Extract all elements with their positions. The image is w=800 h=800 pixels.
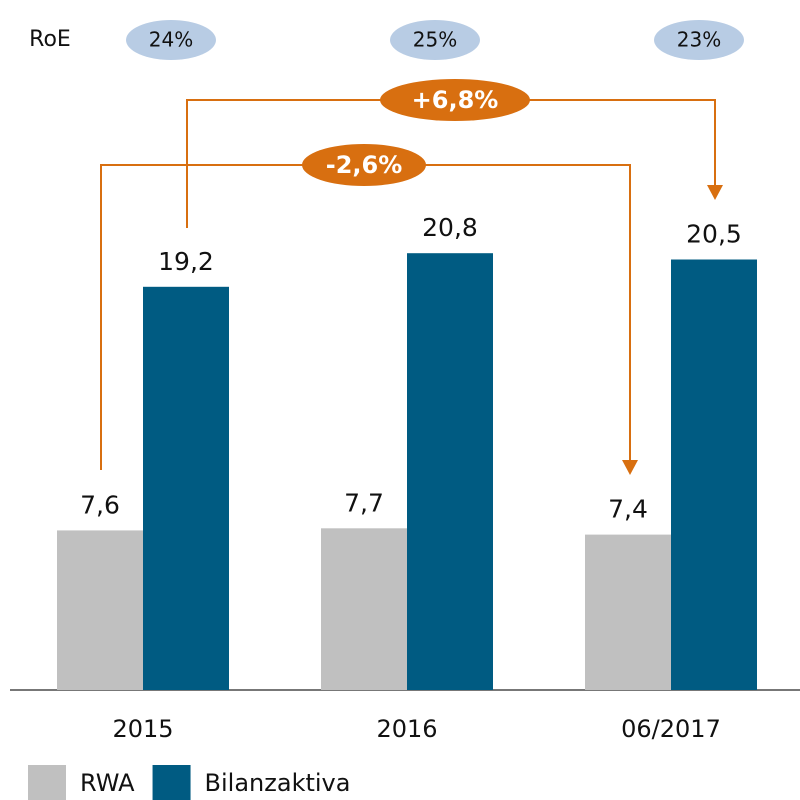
roe-value: 23% bbox=[677, 28, 721, 52]
annotation: -2,6% bbox=[326, 151, 403, 179]
annotation-arrows bbox=[100, 79, 723, 475]
annotation-pill bbox=[302, 144, 426, 186]
legend-label: RWA bbox=[80, 769, 135, 797]
annotation-pill bbox=[380, 79, 530, 121]
data-label: 7,4 bbox=[608, 495, 648, 524]
x-tick-label: 2015 bbox=[112, 715, 173, 743]
x-tick-label: 2016 bbox=[376, 715, 437, 743]
arrow-head bbox=[707, 185, 723, 200]
roe-bubble bbox=[390, 20, 480, 60]
data-label: 20,5 bbox=[686, 220, 742, 249]
roe-value: 24% bbox=[149, 28, 193, 52]
bar bbox=[143, 286, 229, 690]
bar bbox=[321, 528, 407, 690]
roe-label: RoE bbox=[29, 27, 71, 52]
data-label: 7,7 bbox=[344, 488, 384, 517]
legend-swatch bbox=[152, 765, 191, 800]
legend-label: Bilanzaktiva bbox=[205, 769, 351, 797]
annotation: +6,8% bbox=[412, 86, 499, 114]
roe-bubble bbox=[126, 20, 216, 60]
data-label: 20,8 bbox=[422, 213, 478, 242]
bar bbox=[407, 253, 493, 690]
arrow-head bbox=[622, 460, 638, 475]
legend-swatch bbox=[28, 765, 66, 800]
bar bbox=[585, 534, 671, 690]
data-label: 19,2 bbox=[158, 247, 214, 276]
x-tick-label: 06/2017 bbox=[621, 715, 721, 743]
bar bbox=[671, 259, 757, 690]
data-label: 7,6 bbox=[80, 490, 120, 519]
roe-value: 25% bbox=[413, 28, 457, 52]
roe-bubble bbox=[654, 20, 744, 60]
bar bbox=[57, 530, 143, 690]
